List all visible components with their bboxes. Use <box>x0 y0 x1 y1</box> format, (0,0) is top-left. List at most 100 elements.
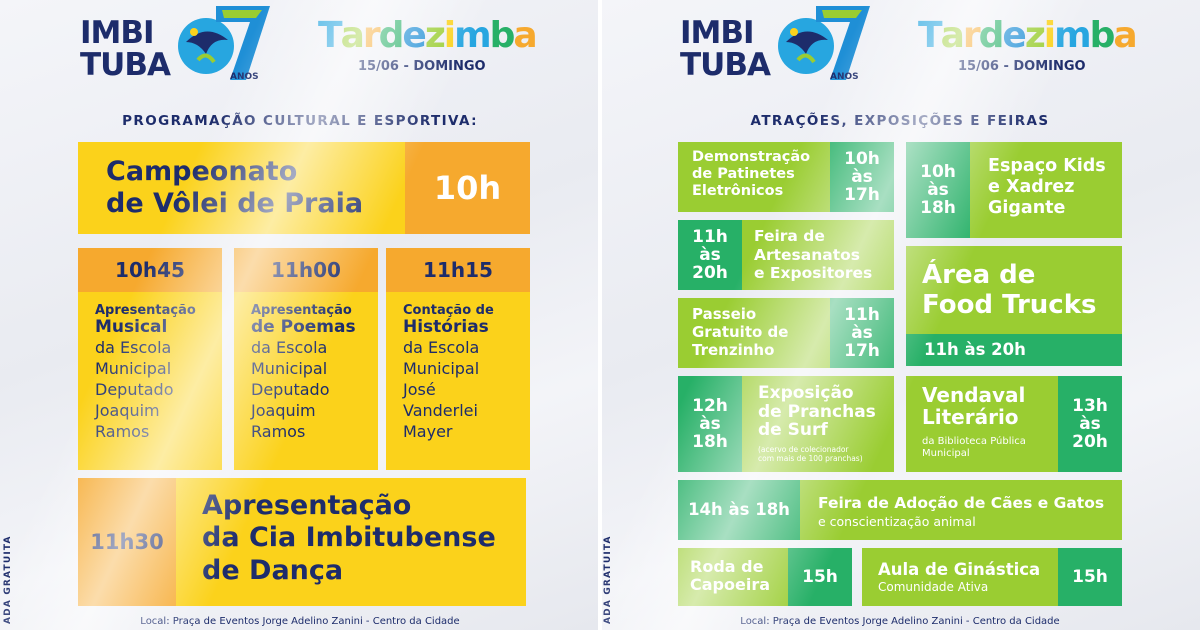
tardezimba-letter: a <box>940 15 965 56</box>
historias-desc: da Escola Municipal José Vanderlei Mayer <box>403 337 480 442</box>
volei-title-line2: de Vôlei de Praia <box>106 187 364 219</box>
tardezimba-letter: T <box>318 15 343 56</box>
artesanatos-line2: Artesanatos <box>754 245 861 264</box>
poemas-card: 11h00 Apresentação de Poemas da Escola M… <box>234 248 378 470</box>
ginastica-time: 15h <box>1058 548 1122 606</box>
pranchas-title: Exposição de Pranchas de Surf <box>758 384 876 440</box>
logo-text-line2: TUBA <box>680 47 771 83</box>
time-sep: às <box>1079 413 1101 434</box>
logo-anos: ANOS <box>830 72 859 82</box>
logo-text-line1: IMBI <box>80 15 155 51</box>
musical-desc: da Escola Municipal Deputado Joaquim Ram… <box>95 337 174 442</box>
poemas-small: Apresentação <box>251 303 352 318</box>
vendaval-line1: Vendaval <box>922 383 1026 407</box>
tardezimba-letter: a <box>513 15 537 56</box>
tardezimba-letter: a <box>1113 15 1137 56</box>
tardezimba-letter: i <box>1043 15 1056 56</box>
pranchas-time: 12h às 18h <box>678 376 742 472</box>
time-sep: às <box>699 413 721 434</box>
adocao-title: Feira de Adoção de Cães e Gatos <box>818 494 1105 512</box>
foodtrucks-card: Área de Food Trucks <box>906 246 1122 334</box>
foodtrucks-line2: Food Trucks <box>922 290 1097 321</box>
time-end: 18h <box>692 432 728 452</box>
tardezimba-title: Tardezimba <box>318 15 538 56</box>
foodtrucks-time-text: 11h às 20h <box>924 340 1026 359</box>
pranchas-card: Exposição de Pranchas de Surf (acervo de… <box>742 376 894 472</box>
time-end: 17h <box>844 185 880 205</box>
volei-title-line1: Campeonato <box>106 156 298 187</box>
ginastica-time-text: 15h <box>1072 566 1108 587</box>
danca-title-line2: da Cia Imbitubense <box>202 522 496 554</box>
section-title: PROGRAMAÇÃO CULTURAL E ESPORTIVA: <box>122 113 478 129</box>
event-date: 15/06 - DOMINGO <box>958 59 1086 74</box>
patinetes-line1: Demonstração <box>692 149 811 165</box>
tardezimba-title: Tardezimba <box>918 15 1138 56</box>
danca-title: Apresentação da Cia Imbitubense de Dança <box>202 490 496 587</box>
capoeira-time: 15h <box>788 548 852 606</box>
kids-title: Espaço Kids e Xadrez Gigante <box>988 156 1106 219</box>
time-end: 20h <box>1072 432 1108 452</box>
tardezimba-letter: a <box>340 15 365 56</box>
ginastica-card: Aula de Ginástica Comunidade Ativa <box>862 548 1058 606</box>
logo-anos: ANOS <box>230 72 259 82</box>
tardezimba-letter: d <box>978 15 1005 56</box>
time-start: 11h <box>692 226 728 247</box>
trenzinho-time-text: 11h às 17h <box>830 298 894 368</box>
adocao-card: Feira de Adoção de Cães e Gatos e consci… <box>800 480 1122 540</box>
patinetes-card: Demonstração de Patinetes Eletrônicos <box>678 142 830 212</box>
tardezimba-letter: d <box>378 15 405 56</box>
tardezimba-letter: m <box>1054 15 1091 56</box>
patinetes-title: Demonstração de Patinetes Eletrônicos <box>692 149 810 200</box>
trenzinho-card: Passeio Gratuito de Trenzinho <box>678 298 830 368</box>
poemas-time: 11h00 <box>234 248 378 292</box>
tardezimba-letter: b <box>489 15 516 56</box>
tardezimba-letter: b <box>1089 15 1116 56</box>
vendaval-time: 13h às 20h <box>1058 376 1122 472</box>
vendaval-sub: da Biblioteca Pública Municipal <box>922 436 1026 460</box>
historias-big: Histórias <box>403 317 489 338</box>
time-start: 12h <box>692 395 728 416</box>
adocao-time-text: 14h às 18h <box>688 500 790 520</box>
volei-time: 10h <box>405 142 530 234</box>
vertical-label: ADA GRATUITA <box>603 524 613 624</box>
trenzinho-line1: Passeio <box>692 305 757 323</box>
patinetes-line3: Eletrônicos <box>692 182 784 199</box>
anniversary-seven-icon <box>778 6 870 80</box>
historias-time: 11h15 <box>386 248 530 292</box>
trenzinho-time: 11h às 17h <box>830 298 894 368</box>
trenzinho-title: Passeio Gratuito de Trenzinho <box>692 305 788 359</box>
danca-title-line1: Apresentação <box>202 490 412 521</box>
poemas-desc: da Escola Municipal Deputado Joaquim Ram… <box>251 337 330 442</box>
imbituba-logo: IMBI TUBA ANOS <box>680 6 880 86</box>
musical-card: 10h45 Apresentação Musical da Escola Mun… <box>78 248 222 470</box>
poemas-big: de Poemas <box>251 317 356 338</box>
time-end: 17h <box>844 341 880 361</box>
foodtrucks-line1: Área de <box>922 260 1036 290</box>
volei-title: Campeonato de Vôlei de Praia <box>106 156 363 219</box>
tardezimba-letter: r <box>362 15 381 56</box>
trenzinho-line2: Gratuito de <box>692 323 789 341</box>
kids-time-text: 10h às 18h <box>906 142 970 238</box>
tardezimba-letter: m <box>454 15 491 56</box>
anniversary-seven-icon <box>178 6 270 80</box>
danca-card: 11h30 Apresentação da Cia Imbitubense de… <box>78 478 526 606</box>
vertical-label-text: ADA GRATUITA <box>3 535 13 624</box>
musical-big: Musical <box>95 317 168 338</box>
musical-small: Apresentação <box>95 303 196 318</box>
pranchas-note: (acervo de colecionador com mais de 100 … <box>758 445 863 463</box>
danca-time: 11h30 <box>78 478 176 606</box>
vendaval-time-text: 13h às 20h <box>1058 376 1122 472</box>
danca-title-line3: de Dança <box>202 554 344 586</box>
volei-card: Campeonato de Vôlei de Praia 10h <box>78 142 530 234</box>
vertical-label-text: ADA GRATUITA <box>603 535 613 624</box>
trenzinho-line3: Trenzinho <box>692 341 775 359</box>
historias-card: 11h15 Contação de Histórias da Escola Mu… <box>386 248 530 470</box>
pranchas-line3: de Surf <box>758 420 828 441</box>
vendaval-sub1: da Biblioteca Pública <box>922 436 1026 447</box>
footer-location: Local: Praça de Eventos Jorge Adelino Za… <box>740 616 1060 627</box>
adocao-sub: e conscientização animal <box>818 514 976 529</box>
logo-text-line1: IMBI <box>680 15 755 51</box>
kids-line3: Gigante <box>988 198 1066 218</box>
time-sep: às <box>851 166 873 187</box>
pranchas-time-text: 12h às 18h <box>678 376 742 472</box>
